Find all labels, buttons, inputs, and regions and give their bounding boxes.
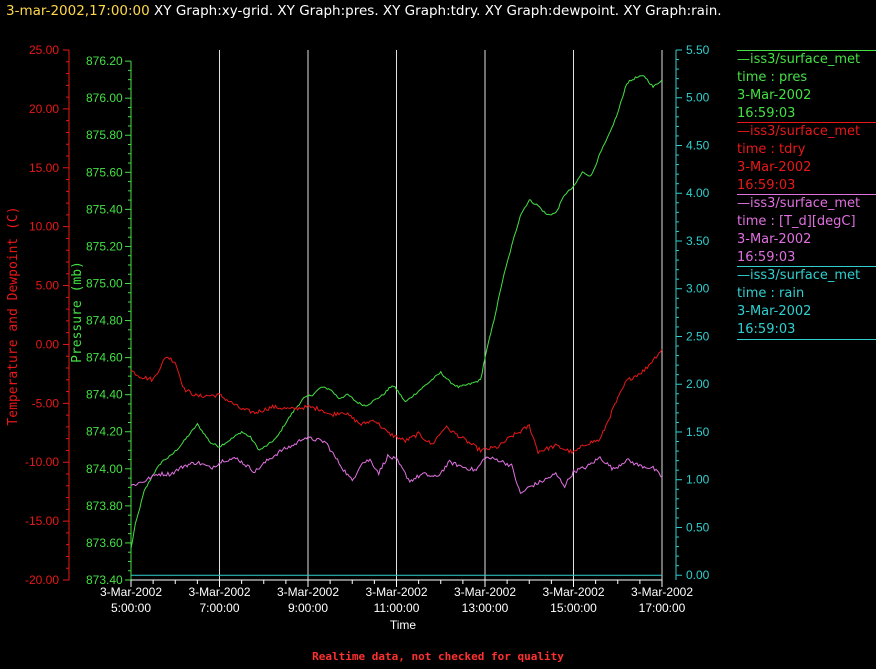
- pressure-tick-label: 875.60: [86, 165, 123, 179]
- x-tick-date: 3-Mar-2002: [631, 585, 693, 599]
- legend-source: iss3/surface_met: [750, 124, 861, 139]
- legend-divider: [737, 194, 876, 195]
- pressure-tick-label: 876.00: [86, 91, 123, 105]
- legend-swatch: —: [737, 52, 750, 67]
- rain-tick-label: 5.50: [686, 43, 710, 57]
- legend-variable: time : pres: [737, 70, 808, 85]
- pressure-tick-label: 874.40: [86, 388, 123, 402]
- legend-variable: time : [T_d][degC]: [737, 214, 856, 229]
- header-timestamp: 3-mar-2002,17:00:00: [6, 3, 150, 19]
- legend-time: 16:59:03: [737, 106, 796, 121]
- x-tick-date: 3-Mar-2002: [454, 585, 516, 599]
- rain-tick-label: 4.50: [686, 138, 710, 152]
- legend-source: iss3/surface_met: [750, 196, 861, 211]
- temperature-tick-label: 5.00: [36, 279, 60, 293]
- x-tick-time: 15:00:00: [550, 601, 597, 615]
- rain-tick-label: 1.50: [686, 425, 710, 439]
- legend-date: 3-Mar-2002: [737, 160, 812, 175]
- pressure-tick-label: 873.80: [86, 499, 123, 513]
- x-tick-date: 3-Mar-2002: [277, 585, 339, 599]
- quality-footer: Realtime data, not checked for quality: [312, 650, 564, 663]
- legend-source: iss3/surface_met: [750, 268, 861, 283]
- rain-tick-label: 0.00: [686, 568, 710, 582]
- rain-tick-label: 1.00: [686, 473, 710, 487]
- x-tick-time: 13:00:00: [462, 601, 509, 615]
- legend-time: 16:59:03: [737, 178, 796, 193]
- series-line-tdry: [130, 348, 663, 455]
- pressure-tick-label: 874.80: [86, 314, 123, 328]
- temperature-tick-label: -5.00: [32, 396, 60, 410]
- rain-tick-label: 2.50: [686, 329, 710, 343]
- legend-swatch: —: [737, 124, 750, 139]
- legend-time: 16:59:03: [737, 250, 796, 265]
- rain-tick-label: 0.50: [686, 520, 710, 534]
- x-tick-time: 7:00:00: [199, 601, 239, 615]
- legend-divider: [737, 122, 876, 123]
- legend-variable: time : rain: [737, 286, 805, 301]
- pressure-tick-label: 875.40: [86, 202, 123, 216]
- legend-date: 3-Mar-2002: [737, 232, 812, 247]
- legend-date: 3-Mar-2002: [737, 304, 812, 319]
- legend-time: 16:59:03: [737, 322, 796, 337]
- rain-tick-label: 3.00: [686, 282, 710, 296]
- x-axis-label: Time: [390, 618, 417, 632]
- legend-date: 3-Mar-2002: [737, 88, 812, 103]
- x-tick-date: 3-Mar-2002: [542, 585, 604, 599]
- rain-tick-label: 4.00: [686, 186, 710, 200]
- pressure-tick-label: 876.20: [86, 54, 123, 68]
- legend-source: iss3/surface_met: [750, 52, 861, 67]
- pressure-axis-label: Pressure (mb): [70, 261, 85, 363]
- legend-divider: [737, 339, 876, 340]
- pressure-tick-label: 875.20: [86, 239, 123, 253]
- temperature-tick-label: 20.00: [29, 102, 59, 116]
- series-line-pres: [130, 75, 663, 549]
- legend-divider: [737, 50, 876, 51]
- x-tick-time: 17:00:00: [639, 601, 686, 615]
- pressure-tick-label: 874.20: [86, 425, 123, 439]
- x-tick-time: 9:00:00: [288, 601, 328, 615]
- legend-variable: time : tdry: [737, 142, 806, 157]
- temperature-axis-label: Temperature and Dewpoint (C): [6, 206, 21, 425]
- legend-swatch: —: [737, 268, 750, 283]
- pressure-tick-label: 873.60: [86, 536, 123, 550]
- pressure-tick-label: 875.80: [86, 128, 123, 142]
- temperature-tick-label: 15.00: [29, 161, 59, 175]
- rain-tick-label: 2.00: [686, 377, 710, 391]
- pressure-tick-label: 874.60: [86, 351, 123, 365]
- rain-tick-label: 3.50: [686, 234, 710, 248]
- temperature-tick-label: 25.00: [29, 43, 59, 57]
- temperature-tick-label: -20.00: [25, 573, 59, 587]
- x-tick-time: 5:00:00: [111, 601, 151, 615]
- header-bar: 3-mar-2002,17:00:00 XY Graph:xy-grid. XY…: [6, 3, 722, 19]
- series-line-T-d-degC: [130, 435, 663, 494]
- pressure-tick-label: 874.00: [86, 462, 123, 476]
- x-tick-date: 3-Mar-2002: [188, 585, 250, 599]
- rain-tick-label: 5.00: [686, 91, 710, 105]
- x-tick-time: 11:00:00: [374, 601, 420, 615]
- pressure-tick-label: 873.40: [86, 573, 123, 587]
- temperature-tick-label: -15.00: [25, 514, 59, 528]
- legend-swatch: —: [737, 196, 750, 211]
- header-graph-titles: XY Graph:xy-grid. XY Graph:pres. XY Grap…: [154, 3, 722, 19]
- temperature-tick-label: 10.00: [29, 220, 59, 234]
- x-tick-date: 3-Mar-2002: [100, 585, 162, 599]
- temperature-tick-label: -10.00: [25, 455, 59, 469]
- temperature-tick-label: 0.00: [36, 337, 60, 351]
- pressure-tick-label: 875.00: [86, 276, 123, 290]
- x-tick-date: 3-Mar-2002: [365, 585, 427, 599]
- legend-divider: [737, 266, 876, 267]
